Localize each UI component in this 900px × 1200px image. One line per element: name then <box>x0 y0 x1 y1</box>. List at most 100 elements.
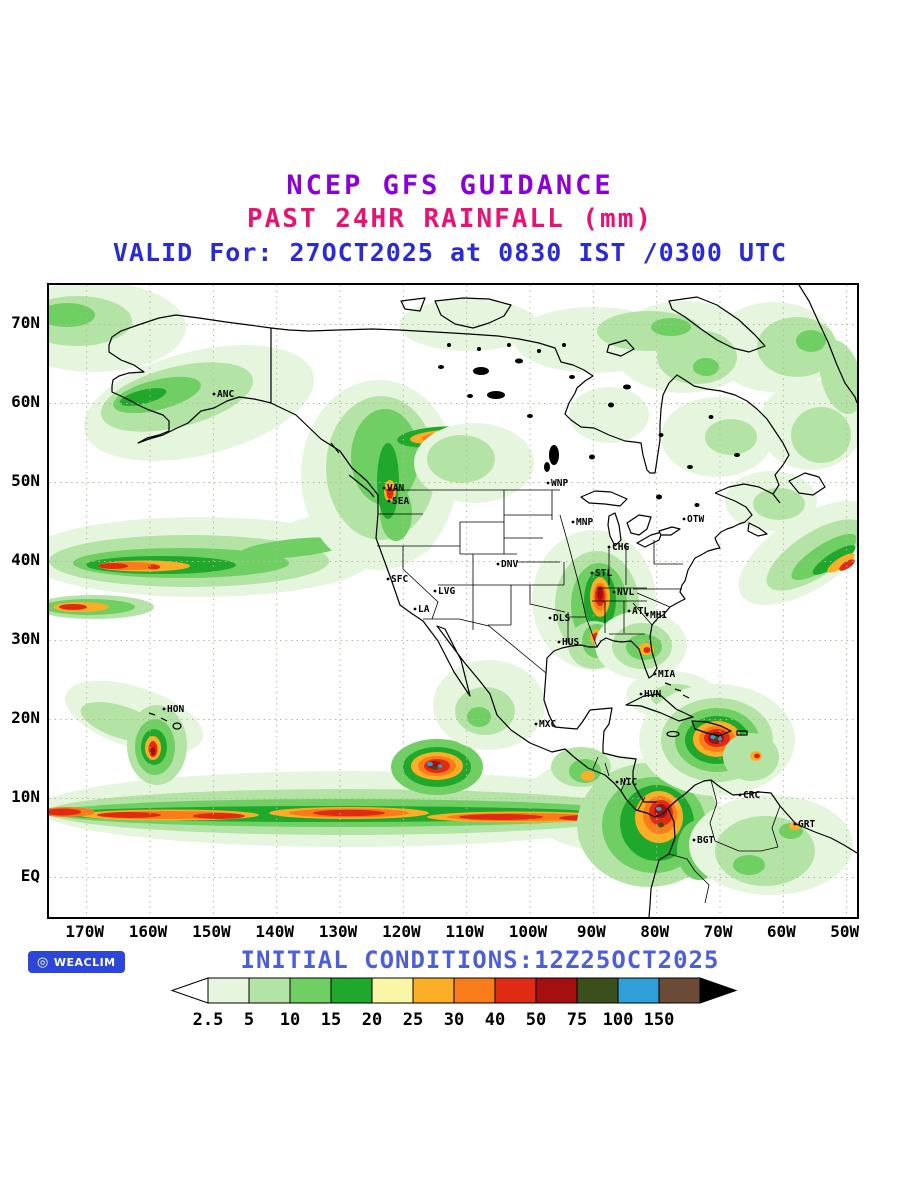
station-label-lvg: LVG <box>438 586 455 597</box>
rain-contour <box>597 588 603 600</box>
rain-contour <box>710 735 716 739</box>
valid-time: VALID For: 27OCT2025 at 0830 IST /0300 U… <box>112 238 788 267</box>
lake-speck <box>447 343 451 347</box>
rain-contour <box>643 647 651 653</box>
rain-contour <box>239 537 349 559</box>
y-tick-20n: 20N <box>11 707 40 727</box>
lake-speck <box>507 343 511 347</box>
station-label-mia: MIA <box>658 669 675 680</box>
station-dot-van <box>382 486 386 490</box>
colorbar-segment <box>248 977 291 1004</box>
station-label-anc: ANC <box>217 389 234 400</box>
colorbar-label: 30 <box>444 1010 464 1030</box>
lake-speck <box>487 391 505 399</box>
rain-contour <box>437 764 443 768</box>
colorbar-segment <box>535 977 578 1004</box>
lake-speck <box>734 453 740 457</box>
lake-speck <box>477 347 481 351</box>
colorbar-label: 15 <box>321 1010 341 1030</box>
x-tick-120w: 120W <box>382 922 421 941</box>
us-state-lines <box>377 489 683 674</box>
station-dot-crc <box>738 793 742 797</box>
station-dot-wnp <box>546 481 550 485</box>
station-label-sea: SEA <box>392 496 409 507</box>
station-label-mxc: MXC <box>539 719 556 730</box>
colorbar-label: 20 <box>362 1010 382 1030</box>
station-label-hon: HON <box>167 704 184 715</box>
y-tick-40n: 40N <box>11 549 40 569</box>
rain-contour <box>59 604 87 610</box>
subtitle-rainfall: PAST 24HR RAINFALL (mm) <box>246 204 654 234</box>
station-dot-hus <box>557 640 561 644</box>
station-label-grt: GRT <box>798 819 815 830</box>
lake-speck <box>438 365 444 369</box>
rain-contour <box>718 737 722 741</box>
station-dot-sea <box>387 499 391 503</box>
lake-speck <box>467 394 473 398</box>
central-america-borders <box>592 756 646 811</box>
jamaica <box>666 730 680 738</box>
station-dot-anc <box>212 392 216 396</box>
colorbar-segment <box>207 977 250 1004</box>
colorbar-label: 2.5 <box>193 1010 224 1030</box>
station-dot-mia <box>653 672 657 676</box>
station-label-bgt: BGT <box>697 835 714 846</box>
y-tick-50n: 50N <box>11 470 40 490</box>
rain-contour <box>148 564 160 570</box>
station-label-otw: OTW <box>687 514 704 525</box>
y-tick-70n: 70N <box>11 312 40 332</box>
station-dot-grt <box>793 822 797 826</box>
page-title: NCEP GFS GUIDANCE <box>286 170 614 201</box>
lake-speck <box>515 358 523 364</box>
weaclim-logo-icon: ◎ <box>37 954 49 970</box>
rain-contour <box>427 435 495 483</box>
rain-contour <box>791 407 851 463</box>
y-tick-eq: EQ <box>20 865 40 885</box>
x-tick-140w: 140W <box>255 922 294 941</box>
map-frame: ANC VAN SEA WNP MNP OTW CHG STL DNV SFC LVG LA NVL AT… <box>47 283 859 919</box>
colorbar-segment <box>453 977 496 1004</box>
station-label-mhi: MHI <box>650 610 667 621</box>
y-tick-30n: 30N <box>11 628 40 648</box>
map-canvas: ANC VAN SEA WNP MNP OTW CHG STL DNV SFC LVG LA NVL AT… <box>49 285 857 917</box>
x-tick-50w: 50W <box>830 922 860 941</box>
station-label-crc: CRC <box>743 790 760 801</box>
station-dot-chg <box>607 545 611 549</box>
lake-speck <box>658 433 664 437</box>
rain-contour <box>432 766 438 770</box>
x-tick-130w: 130W <box>318 922 358 941</box>
banks-island <box>400 297 426 312</box>
bahamas <box>664 682 690 699</box>
vancouver-island <box>348 474 375 498</box>
coast-st-lawrence <box>714 483 781 504</box>
lake-speck <box>537 349 541 353</box>
station-label-wnp: WNP <box>551 478 568 489</box>
colorbar-label: 100 <box>603 1010 634 1030</box>
station-dot-lvg <box>433 589 437 593</box>
south-america-borders <box>668 779 781 904</box>
station-dot-nic <box>615 780 619 784</box>
station-label-hus: HUS <box>562 637 579 648</box>
rain-contour <box>459 814 543 820</box>
colorbar-label: 40 <box>485 1010 505 1030</box>
colorbar-label: 25 <box>403 1010 423 1030</box>
colorbar-segment <box>658 977 701 1004</box>
station-dot-stl <box>590 571 594 575</box>
newfoundland <box>788 472 826 496</box>
colorbar-segment <box>412 977 455 1004</box>
coast-gulf-east-us <box>543 492 753 730</box>
x-tick-110w: 110W <box>445 922 484 941</box>
rain-contour <box>97 812 161 818</box>
station-label-nic: NIC <box>620 777 637 788</box>
rain-contour <box>651 318 691 336</box>
rain-contour <box>656 807 662 811</box>
coast-caribbean-south-america <box>667 779 857 854</box>
rain-contour <box>819 339 857 415</box>
colorbar-segment <box>330 977 373 1004</box>
rain-contour <box>753 488 805 520</box>
great-lakes <box>580 490 681 548</box>
station-label-la: LA <box>418 604 430 615</box>
rain-contour <box>705 419 757 455</box>
rain-contour <box>313 809 385 817</box>
state-borders <box>377 489 781 904</box>
